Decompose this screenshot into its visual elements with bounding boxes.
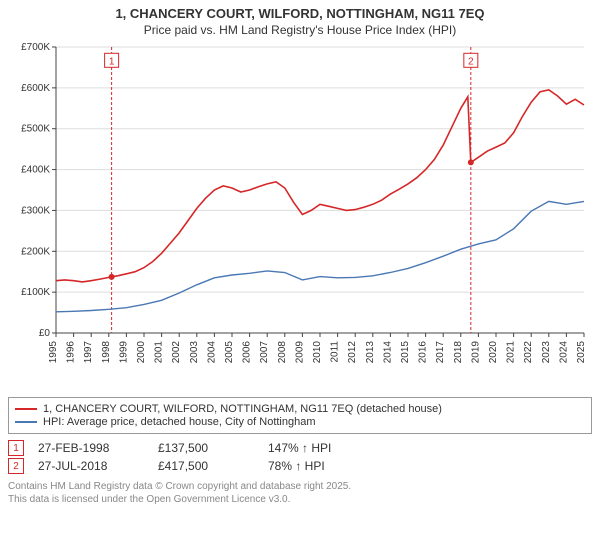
svg-text:1: 1 [109, 56, 115, 67]
svg-text:2008: 2008 [277, 341, 288, 364]
event-row: 1 27-FEB-1998 £137,500 147% ↑ HPI [8, 440, 592, 456]
svg-text:£600K: £600K [21, 83, 50, 94]
svg-text:2018: 2018 [453, 341, 464, 364]
event-price: £417,500 [158, 459, 268, 473]
chart-svg: £0 £100K £200K £300K £400K £500K £600K £700K 199… [8, 41, 592, 391]
attribution: Contains HM Land Registry data © Crown c… [8, 480, 592, 506]
svg-text:£200K: £200K [21, 246, 50, 257]
event-badge: 1 [8, 440, 24, 456]
chart-title: 1, CHANCERY COURT, WILFORD, NOTTINGHAM, … [8, 6, 592, 21]
legend-item: 1, CHANCERY COURT, WILFORD, NOTTINGHAM, … [15, 403, 585, 415]
chart-subtitle: Price paid vs. HM Land Registry's House … [8, 23, 592, 37]
svg-text:2019: 2019 [470, 341, 481, 364]
legend-item: HPI: Average price, detached house, City… [15, 416, 585, 428]
svg-text:2007: 2007 [259, 341, 270, 364]
svg-text:2: 2 [468, 56, 474, 67]
legend: 1, CHANCERY COURT, WILFORD, NOTTINGHAM, … [8, 397, 592, 434]
svg-text:2001: 2001 [154, 341, 165, 364]
svg-text:£400K: £400K [21, 165, 50, 176]
svg-text:2005: 2005 [224, 341, 235, 364]
svg-text:2017: 2017 [435, 341, 446, 364]
event-badge: 2 [8, 458, 24, 474]
chart-area: £0 £100K £200K £300K £400K £500K £600K £700K 199… [8, 41, 592, 391]
attribution-line: Contains HM Land Registry data © Crown c… [8, 480, 592, 493]
event-price: £137,500 [158, 441, 268, 455]
svg-text:2004: 2004 [206, 341, 217, 364]
svg-text:2006: 2006 [242, 341, 253, 364]
event-date: 27-FEB-1998 [38, 441, 158, 455]
svg-text:2010: 2010 [312, 341, 323, 364]
svg-text:2009: 2009 [294, 341, 305, 364]
event-date: 27-JUL-2018 [38, 459, 158, 473]
event-row: 2 27-JUL-2018 £417,500 78% ↑ HPI [8, 458, 592, 474]
svg-text:1999: 1999 [118, 341, 129, 364]
svg-text:2003: 2003 [189, 341, 200, 364]
event-pct: 78% ↑ HPI [268, 459, 378, 473]
legend-swatch [15, 408, 37, 410]
svg-text:2011: 2011 [330, 341, 341, 363]
svg-text:2014: 2014 [382, 341, 393, 364]
attribution-line: This data is licensed under the Open Gov… [8, 493, 592, 506]
svg-text:2021: 2021 [506, 341, 517, 364]
svg-text:£0: £0 [39, 328, 51, 339]
svg-text:£700K: £700K [21, 42, 50, 53]
svg-text:2015: 2015 [400, 341, 411, 364]
legend-label: HPI: Average price, detached house, City… [43, 416, 316, 428]
legend-swatch [15, 421, 37, 423]
svg-text:1995: 1995 [48, 341, 59, 364]
svg-text:2013: 2013 [365, 341, 376, 364]
svg-text:2002: 2002 [171, 341, 182, 364]
svg-text:2024: 2024 [558, 341, 569, 364]
svg-text:2000: 2000 [136, 341, 147, 364]
svg-text:1997: 1997 [83, 341, 94, 364]
svg-text:2023: 2023 [541, 341, 552, 364]
svg-text:2022: 2022 [523, 341, 534, 364]
event-pct: 147% ↑ HPI [268, 441, 378, 455]
svg-text:£300K: £300K [21, 205, 50, 216]
svg-text:2012: 2012 [347, 341, 358, 364]
svg-text:1998: 1998 [101, 341, 112, 364]
svg-text:2016: 2016 [418, 341, 429, 364]
svg-text:2020: 2020 [488, 341, 499, 364]
event-list: 1 27-FEB-1998 £137,500 147% ↑ HPI 2 27-J… [8, 440, 592, 474]
svg-text:£500K: £500K [21, 124, 50, 135]
svg-text:2025: 2025 [576, 341, 587, 364]
legend-label: 1, CHANCERY COURT, WILFORD, NOTTINGHAM, … [43, 403, 442, 415]
svg-text:1996: 1996 [66, 341, 77, 364]
svg-text:£100K: £100K [21, 287, 50, 298]
